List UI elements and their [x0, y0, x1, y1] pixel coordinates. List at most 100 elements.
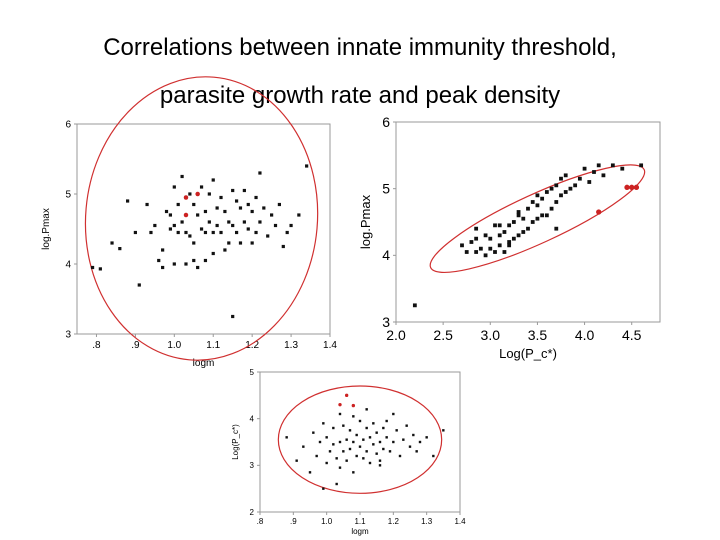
data-point [358, 419, 362, 423]
data-point [464, 250, 469, 254]
x-tick-label: .9 [131, 340, 140, 351]
data-point [483, 253, 488, 258]
data-point [110, 241, 114, 245]
data-point [362, 438, 365, 441]
y-tick-label: 2 [250, 508, 255, 517]
data-point [610, 163, 615, 168]
data-point [211, 251, 215, 256]
data-point [549, 206, 554, 211]
data-point [219, 195, 223, 200]
confidence-ellipse [84, 76, 319, 361]
data-point [227, 241, 231, 245]
data-point [227, 220, 231, 224]
data-point [511, 220, 516, 224]
data-point [639, 163, 644, 168]
data-point [516, 213, 521, 218]
data-point [345, 459, 348, 462]
data-point [192, 241, 196, 245]
data-point [318, 440, 322, 444]
data-point [211, 178, 215, 182]
data-point [385, 419, 388, 423]
data-point [415, 450, 418, 453]
data-point [375, 431, 378, 434]
y-tick-label: 5 [250, 368, 255, 377]
data-point [270, 213, 274, 217]
data-point [358, 445, 362, 448]
data-point [352, 440, 355, 444]
data-point [507, 223, 512, 228]
data-point [302, 445, 305, 448]
data-point [223, 209, 227, 214]
data-point [98, 267, 102, 271]
data-point [192, 202, 196, 207]
y-tick-label: 6 [382, 114, 390, 130]
data-point [497, 223, 502, 228]
data-point [126, 199, 130, 203]
data-point [382, 426, 385, 430]
data-point [460, 243, 464, 248]
data-point [234, 230, 239, 235]
data-point [530, 200, 535, 204]
data-point [582, 166, 587, 171]
y-tick-label: 4 [250, 414, 255, 423]
x-tick-label: 1.1 [206, 340, 220, 351]
data-point [544, 190, 549, 194]
x-tick-label: 1.0 [321, 517, 333, 526]
data-point [231, 314, 235, 319]
data-point [348, 429, 352, 432]
data-point [412, 433, 415, 437]
data-point [250, 241, 254, 245]
data-point [180, 174, 184, 179]
data-point [526, 206, 530, 211]
data-point [395, 429, 398, 432]
data-point [312, 431, 315, 434]
data-point [526, 226, 530, 231]
x-tick-label: 1.4 [323, 340, 337, 351]
chart-logm-vs-logpmax: .8 .9 1.0 1.1 1.2 1.3 1.4 3 4 5 6 logm log.Pmax [41, 76, 337, 369]
data-point [365, 426, 368, 430]
data-point [219, 230, 223, 235]
data-point [285, 230, 289, 235]
data-point [145, 202, 149, 207]
data-point [176, 202, 180, 207]
data-point [289, 223, 293, 228]
data-point [184, 262, 188, 266]
data-point [563, 190, 568, 194]
data-point [332, 443, 335, 446]
data-point [338, 440, 342, 444]
data-point [203, 209, 208, 214]
x-tick-label: 1.1 [354, 517, 366, 526]
data-point [382, 447, 385, 451]
data-point [408, 445, 412, 448]
data-point [535, 216, 540, 221]
data-point [325, 436, 328, 439]
data-point [161, 265, 165, 270]
x-tick-label: 4.5 [622, 327, 642, 343]
data-point [234, 199, 239, 203]
data-point [620, 166, 625, 171]
data-point [242, 220, 246, 224]
highlighted-point [344, 393, 349, 398]
data-point [322, 487, 325, 490]
x-tick-label: 1.2 [245, 340, 259, 351]
y-axis-label: log.Pmax [358, 194, 373, 249]
y-axis-label: Log(P_c*) [231, 424, 240, 460]
highlighted-point [183, 195, 189, 200]
data-point [137, 283, 141, 287]
data-point [338, 412, 342, 416]
x-tick-label: .9 [290, 517, 297, 526]
data-point [262, 206, 266, 210]
data-point [348, 447, 352, 451]
data-point [507, 243, 512, 248]
data-point [157, 258, 161, 263]
highlighted-point [624, 184, 630, 190]
data-point [203, 230, 208, 235]
highlighted-point [183, 212, 189, 218]
title-line-1: Correlations between innate immunity thr… [103, 34, 617, 61]
data-point [372, 443, 375, 446]
data-point [516, 233, 521, 238]
highlighted-point [596, 209, 602, 215]
data-point [180, 220, 184, 224]
y-tick-label: 4 [382, 247, 390, 263]
x-axis-label: logm [193, 358, 215, 369]
